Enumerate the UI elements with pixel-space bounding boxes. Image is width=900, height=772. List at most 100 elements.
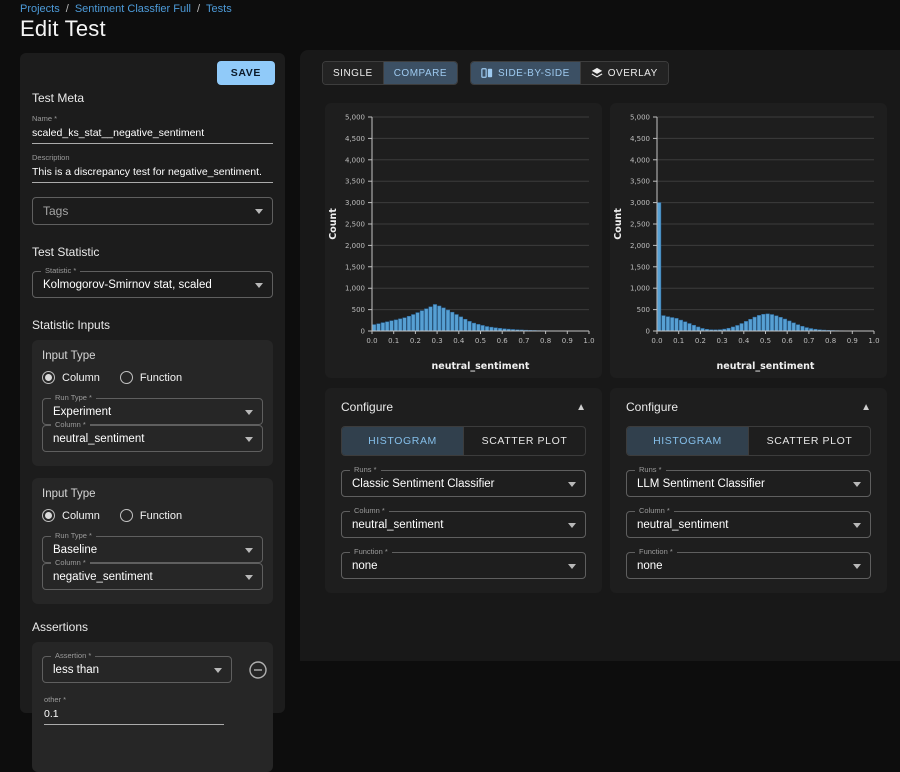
single-compare-toggle: SINGLE COMPARE [322, 61, 458, 85]
runs-select[interactable]: Runs * LLM Sentiment Classifier [626, 470, 871, 497]
column-select[interactable]: Column * negative_sentiment [42, 563, 263, 590]
assertion-value: less than [53, 664, 99, 676]
histogram-card-left: 05001,0001,5002,0002,5003,0003,5004,0004… [325, 103, 602, 378]
svg-text:5,000: 5,000 [345, 114, 365, 122]
configure-heading: Configure [626, 400, 678, 414]
tab-histogram[interactable]: HISTOGRAM [342, 427, 463, 455]
svg-text:2,500: 2,500 [345, 221, 365, 229]
column-select[interactable]: Column * neutral_sentiment [341, 511, 586, 538]
svg-text:500: 500 [637, 306, 650, 314]
chevron-down-icon [245, 575, 253, 580]
svg-text:0.3: 0.3 [717, 337, 728, 345]
svg-text:4,500: 4,500 [345, 135, 365, 143]
radio-column[interactable]: Column [42, 509, 100, 522]
compare-toggle-button[interactable]: COMPARE [383, 62, 457, 84]
svg-text:5,000: 5,000 [630, 114, 650, 122]
svg-text:3,000: 3,000 [345, 199, 365, 207]
chevron-down-icon [255, 283, 263, 288]
function-label: Function * [350, 548, 392, 556]
collapse-icon[interactable]: ▲ [861, 402, 871, 413]
other-field[interactable]: other * 0.1 [44, 695, 224, 725]
breadcrumb: Projects / Sentiment Classfier Full / Te… [20, 3, 232, 15]
breadcrumb-separator: / [66, 3, 69, 15]
breadcrumb-link-project[interactable]: Sentiment Classfier Full [75, 3, 191, 15]
other-input[interactable]: 0.1 [44, 706, 224, 725]
statistic-select[interactable]: Statistic * Kolmogorov-Smirnov stat, sca… [32, 271, 273, 298]
radio-column[interactable]: Column [42, 371, 100, 384]
edit-test-form-panel: SAVE Test Meta Name * scaled_ks_stat__ne… [20, 53, 285, 713]
collapse-icon[interactable]: ▲ [576, 402, 586, 413]
svg-text:neutral_sentiment: neutral_sentiment [717, 361, 815, 372]
chevron-down-icon [568, 523, 576, 528]
svg-text:1,000: 1,000 [345, 285, 365, 293]
tab-histogram[interactable]: HISTOGRAM [627, 427, 748, 455]
description-field[interactable]: Description This is a discrepancy test f… [32, 153, 273, 183]
radio-unselected-icon [120, 371, 133, 384]
overlay-toggle-button[interactable]: OVERLAY [580, 62, 668, 84]
svg-text:4,500: 4,500 [630, 135, 650, 143]
configure-heading: Configure [341, 400, 393, 414]
compare-label: COMPARE [394, 68, 447, 79]
svg-text:1.0: 1.0 [583, 337, 594, 345]
column-label: Column * [51, 421, 90, 429]
description-input[interactable]: This is a discrepancy test for negative_… [32, 164, 273, 183]
radio-selected-icon [42, 371, 55, 384]
column-select[interactable]: Column * neutral_sentiment [626, 511, 871, 538]
assertions-heading: Assertions [32, 620, 273, 634]
name-field[interactable]: Name * scaled_ks_stat__negative_sentimen… [32, 114, 273, 144]
single-toggle-button[interactable]: SINGLE [323, 62, 383, 84]
test-statistic-heading: Test Statistic [32, 245, 273, 259]
remove-assertion-icon[interactable] [248, 660, 268, 680]
plot-type-tabs: HISTOGRAM SCATTER PLOT [341, 426, 586, 456]
column-label: Column * [51, 559, 90, 567]
radio-selected-icon [42, 509, 55, 522]
function-value: none [637, 560, 663, 572]
radio-function[interactable]: Function [120, 371, 182, 384]
assertion-select[interactable]: Assertion * less than [42, 656, 232, 683]
svg-text:0.3: 0.3 [432, 337, 443, 345]
chevron-down-icon [853, 564, 861, 569]
breadcrumb-link-tests[interactable]: Tests [206, 3, 232, 15]
chevron-down-icon [214, 668, 222, 673]
run-type-value: Experiment [53, 406, 111, 418]
column-value: negative_sentiment [53, 571, 153, 583]
svg-text:0.8: 0.8 [540, 337, 551, 345]
view-toggle-bar: SINGLE COMPARE SIDE-BY-SIDE OVERLAY [300, 50, 900, 85]
function-label: Function * [635, 548, 677, 556]
name-label: Name * [32, 114, 273, 123]
overlay-label: OVERLAY [608, 68, 658, 79]
function-select[interactable]: Function * none [341, 552, 586, 579]
side-by-side-label: SIDE-BY-SIDE [498, 68, 570, 79]
name-input[interactable]: scaled_ks_stat__negative_sentiment [32, 125, 273, 144]
chevron-down-icon [568, 564, 576, 569]
svg-text:4,000: 4,000 [345, 156, 365, 164]
svg-text:3,500: 3,500 [630, 178, 650, 186]
svg-text:0.1: 0.1 [388, 337, 399, 345]
column-select[interactable]: Column * neutral_sentiment [42, 425, 263, 452]
svg-text:2,000: 2,000 [345, 242, 365, 250]
breadcrumb-link-projects[interactable]: Projects [20, 3, 60, 15]
svg-text:Count: Count [328, 208, 339, 240]
input-type-label: Input Type [42, 488, 263, 500]
runs-select[interactable]: Runs * Classic Sentiment Classifier [341, 470, 586, 497]
configure-panel-left: Configure ▲ HISTOGRAM SCATTER PLOT Runs … [325, 388, 602, 593]
tags-select[interactable]: Tags [32, 197, 273, 225]
layout-toggle: SIDE-BY-SIDE OVERLAY [470, 61, 669, 85]
function-select[interactable]: Function * none [626, 552, 871, 579]
side-by-side-toggle-button[interactable]: SIDE-BY-SIDE [471, 62, 580, 84]
run-type-label: Run Type * [51, 532, 96, 540]
tab-scatter-plot[interactable]: SCATTER PLOT [748, 427, 870, 455]
tab-scatter-plot[interactable]: SCATTER PLOT [463, 427, 585, 455]
save-button[interactable]: SAVE [217, 61, 275, 85]
side-by-side-icon [481, 67, 493, 79]
svg-text:4,000: 4,000 [630, 156, 650, 164]
column-value: neutral_sentiment [637, 519, 728, 531]
svg-text:500: 500 [352, 306, 365, 314]
chevron-down-icon [245, 410, 253, 415]
svg-text:0: 0 [646, 328, 650, 336]
radio-function[interactable]: Function [120, 509, 182, 522]
svg-text:0: 0 [361, 328, 365, 336]
radio-function-label: Function [140, 510, 182, 522]
radio-function-label: Function [140, 372, 182, 384]
runs-label: Runs * [635, 466, 666, 474]
